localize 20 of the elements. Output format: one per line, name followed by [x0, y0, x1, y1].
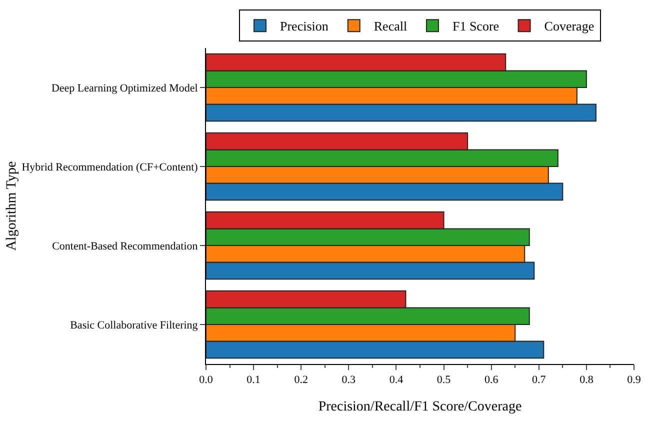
legend-label: Recall	[374, 18, 408, 34]
x-tick-label: 0.0	[199, 374, 214, 386]
x-tick-label: 0.4	[389, 374, 404, 386]
x-tick-label: 0.2	[294, 374, 308, 386]
y-tick-label: Basic Collaborative Filtering	[70, 319, 198, 332]
x-tick-label: 0.8	[580, 374, 594, 386]
x-axis-title: Precision/Recall/F1 Score/Coverage	[318, 400, 522, 414]
legend-label: Coverage	[544, 18, 594, 34]
y-tick-label: Deep Learning Optimized Model	[51, 82, 198, 94]
y-tick-label: Hybrid Recommendation (CF+Content)	[22, 161, 198, 174]
x-tick-label: 0.3	[342, 374, 356, 386]
y-axis-title: Algorithm Type	[4, 161, 20, 251]
legend-label: F1 Score	[452, 18, 500, 34]
x-tick-label: 0.7	[532, 374, 546, 386]
x-tick-label: 0.5	[436, 374, 452, 386]
y-tick-label: Content-Based Recommendation	[52, 240, 198, 252]
x-tick-label: 0.1	[246, 374, 260, 386]
x-tick-label: 0.6	[484, 374, 499, 386]
x-tick-label: 0.9	[627, 374, 642, 386]
legend-label: Precision	[280, 18, 329, 34]
